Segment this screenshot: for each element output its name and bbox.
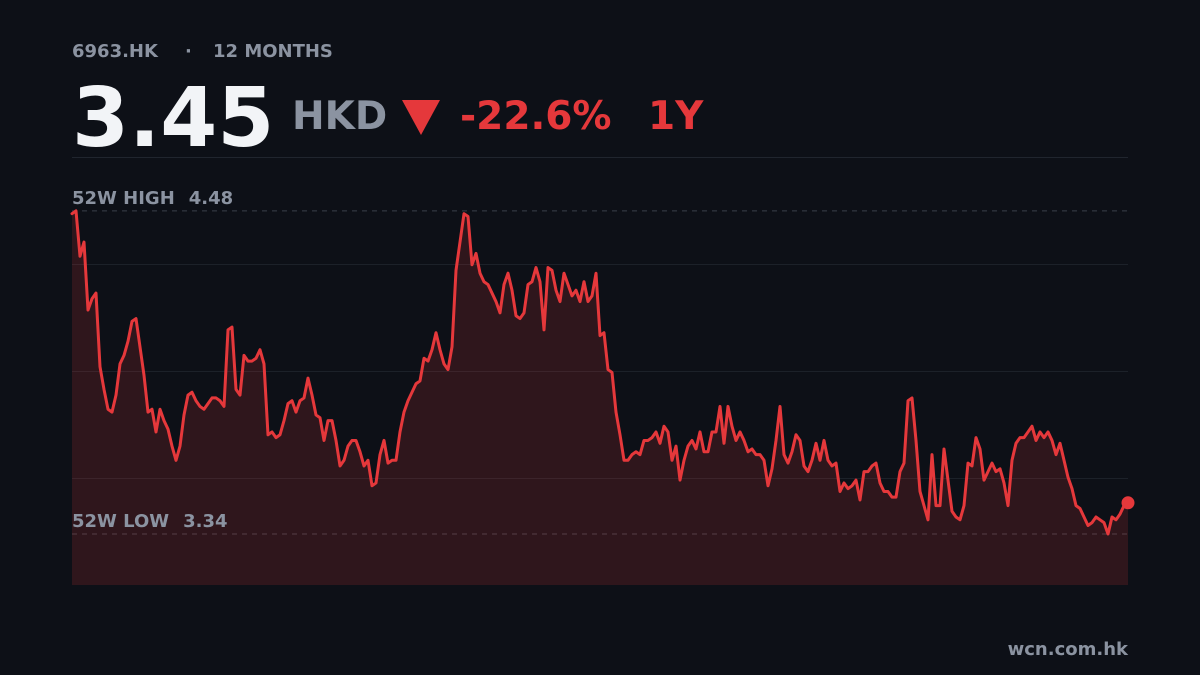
source: wcn.com.hk [1008,639,1129,660]
separator: · [185,41,192,62]
period: 12 MONTHS [213,41,333,62]
change: -22.6% [460,94,612,139]
down-arrow [402,100,440,135]
reference-value: 4.48 [189,188,233,209]
reference-value: 3.34 [183,511,227,532]
ticker: 6963.HK [72,41,159,62]
area [72,210,1128,585]
plot: 52W HIGH 4.48 52W LOW 3.34 [70,188,1135,585]
last-point [1121,496,1135,510]
currency: HKD [292,94,387,139]
price: 3.45 [72,71,274,166]
line [70,209,1130,536]
reference-label: 52W HIGH [72,188,175,209]
change-period: 1Y [648,94,704,139]
reference-label: 52W LOW [72,511,169,532]
